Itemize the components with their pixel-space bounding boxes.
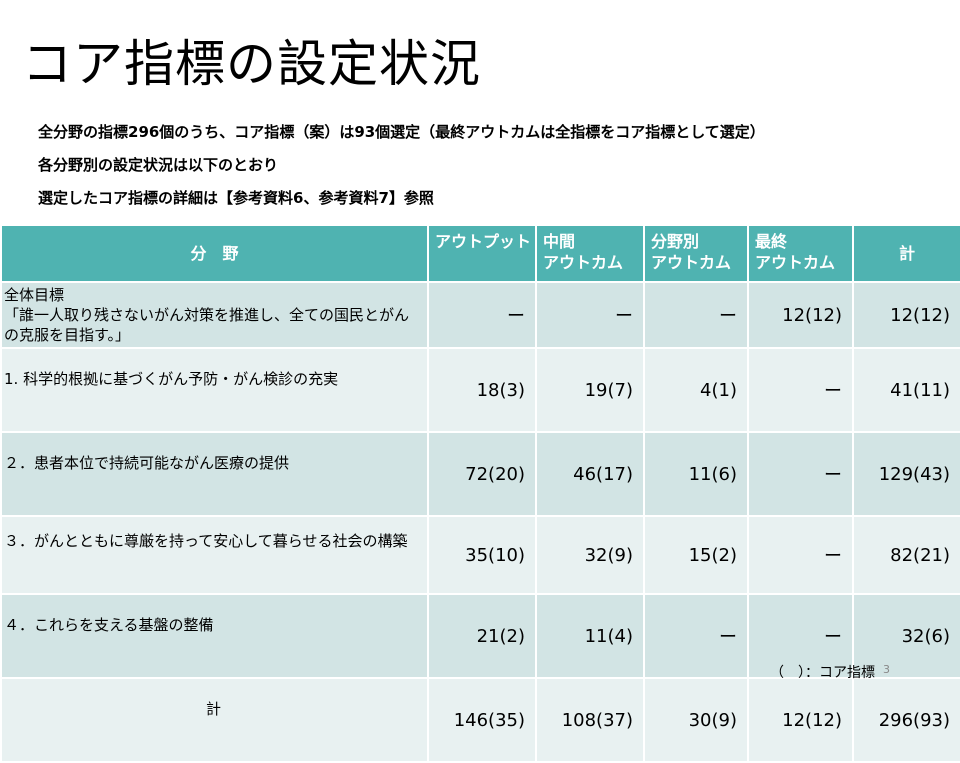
cell-total: 82(21)	[852, 515, 960, 595]
header-field-outcome: 分野別 アウトカム	[643, 224, 749, 283]
cell-total: 296(93)	[852, 677, 960, 763]
core-indicator-table: 分 野 アウトプット 中間 アウトカム 分野別 アウトカム 最終 アウトカム 計…	[0, 224, 960, 763]
cell-middle-outcome: 108(37)	[535, 677, 645, 763]
summary-bullets: 全分野の指標296個のうち、コア指標（案）は93個選定（最終アウトカムは全指標を…	[38, 118, 765, 217]
cell-final-outcome: ー	[747, 593, 854, 679]
bullet-text: 全分野の指標296個のうち、コア指標（案）は93個選定（最終アウトカムは全指標を…	[38, 123, 765, 141]
row-label: ２．患者本位で持続可能ながん医療の提供	[0, 431, 429, 517]
cell-field-outcome: 11(6)	[643, 431, 749, 517]
page-title: コア指標の設定状況	[22, 35, 481, 93]
cell-total: 12(12)	[852, 281, 960, 349]
table-header-row: 分 野 アウトプット 中間 アウトカム 分野別 アウトカム 最終 アウトカム 計	[0, 224, 960, 283]
cell-middle-outcome: 32(9)	[535, 515, 645, 595]
cell-field-outcome: ー	[643, 281, 749, 349]
cell-output: 21(2)	[427, 593, 537, 679]
row-label: 全体目標 「誰一人取り残さないがん対策を推進し、全ての国民とがんの克服を目指す。…	[0, 281, 429, 349]
cell-field-outcome: 15(2)	[643, 515, 749, 595]
cell-final-outcome: 12(12)	[747, 677, 854, 763]
cell-field-outcome: 30(9)	[643, 677, 749, 763]
cell-field-outcome: ー	[643, 593, 749, 679]
header-bunya: 分 野	[0, 224, 429, 283]
cell-output: 18(3)	[427, 347, 537, 433]
header-total: 計	[852, 224, 960, 283]
row-label: ４．これらを支える基盤の整備	[0, 593, 429, 679]
cell-middle-outcome: 19(7)	[535, 347, 645, 433]
cell-final-outcome: 12(12)	[747, 281, 854, 349]
cell-total: 129(43)	[852, 431, 960, 517]
header-middle-outcome: 中間 アウトカム	[535, 224, 645, 283]
table-row: ２．患者本位で持続可能ながん医療の提供 72(20) 46(17) 11(6) …	[0, 431, 960, 517]
cell-middle-outcome: 11(4)	[535, 593, 645, 679]
cell-total: 41(11)	[852, 347, 960, 433]
row-label: ３．がんとともに尊厳を持って安心して暮らせる社会の構築	[0, 515, 429, 595]
row-label-total: 計	[0, 677, 429, 763]
table-row: 1. 科学的根拠に基づくがん予防・がん検診の充実 18(3) 19(7) 4(1…	[0, 347, 960, 433]
legend-note: （ ）：コア指標	[770, 665, 875, 681]
cell-field-outcome: 4(1)	[643, 347, 749, 433]
cell-output: 35(10)	[427, 515, 537, 595]
header-final-outcome: 最終 アウトカム	[747, 224, 854, 283]
cell-output: ー	[427, 281, 537, 349]
cell-final-outcome: ー	[747, 515, 854, 595]
header-output: アウトプット	[427, 224, 537, 283]
cell-final-outcome: ー	[747, 431, 854, 517]
table-total-row: 計 146(35) 108(37) 30(9) 12(12) 296(93)	[0, 677, 960, 763]
bullet-text: 選定したコア指標の詳細は【参考資料6、参考資料7】参照	[38, 189, 434, 207]
cell-output: 146(35)	[427, 677, 537, 763]
table-row: ４．これらを支える基盤の整備 21(2) 11(4) ー ー 32(6)	[0, 593, 960, 679]
table-row: ３．がんとともに尊厳を持って安心して暮らせる社会の構築 35(10) 32(9)…	[0, 515, 960, 595]
cell-middle-outcome: ー	[535, 281, 645, 349]
cell-total: 32(6)	[852, 593, 960, 679]
row-label: 1. 科学的根拠に基づくがん予防・がん検診の充実	[0, 347, 429, 433]
bullet-text: 各分野別の設定状況は以下のとおり	[38, 156, 279, 174]
cell-final-outcome: ー	[747, 347, 854, 433]
cell-output: 72(20)	[427, 431, 537, 517]
cell-middle-outcome: 46(17)	[535, 431, 645, 517]
table-row: 全体目標 「誰一人取り残さないがん対策を推進し、全ての国民とがんの克服を目指す。…	[0, 281, 960, 349]
page-number: 3	[883, 663, 890, 676]
